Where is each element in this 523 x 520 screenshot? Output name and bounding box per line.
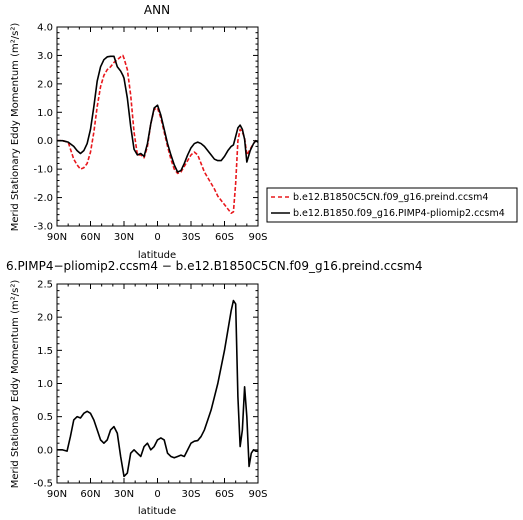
bottom-panel-x-axis-title: latitude <box>138 506 176 517</box>
bottom-y-tick-label: -0.5 <box>33 479 53 490</box>
top-series-line-pliomip2 <box>57 55 259 173</box>
top-x-tick-label: 60S <box>215 232 234 243</box>
top-x-tick-label: 60N <box>80 232 100 243</box>
bottom-x-tick-label: 60N <box>80 489 100 500</box>
bottom-x-tick-label: 90S <box>248 489 267 500</box>
top-series-line-preind <box>57 54 259 215</box>
top-y-tick-label: -1.0 <box>33 165 53 176</box>
legend-label-preind: b.e12.B1850C5CN.f09_g16.preind.ccsm4 <box>293 192 488 203</box>
legend-box <box>266 187 518 223</box>
top-y-tick-label: 2.0 <box>37 79 53 90</box>
bottom-panel-plot-frame <box>56 283 259 484</box>
bottom-y-tick-label: 0.0 <box>37 445 53 456</box>
top-y-tick-label: 4.0 <box>37 23 53 34</box>
top-panel-marks: 90N 60N 30N 0 30S 60S 90S -3.0 -2.0 -1.0 0.0 1.0 2.0… <box>33 23 267 244</box>
bottom-panel-y-axis-title: Merid Stationary Eddy Momentum (m²/s²) <box>10 280 21 489</box>
top-x-tick-label: 30N <box>114 232 134 243</box>
top-panel-title: ANN <box>144 3 170 17</box>
legend: b.e12.B1850C5CN.f09_g16.preind.ccsm4 b.e… <box>266 187 518 223</box>
top-y-tick-label: 0.0 <box>37 136 53 147</box>
bottom-x-tick-label: 60S <box>215 489 234 500</box>
bottom-series-line-difference <box>57 299 258 478</box>
top-y-tick-label: 3.0 <box>37 51 53 62</box>
top-y-tick-label: 1.0 <box>37 108 53 119</box>
bottom-panel-marks: 90N 60N 30N 0 30S 60S 90S -0.5 0.0 0.5 1.0 1.5 2.0 2.… <box>33 280 267 501</box>
bottom-x-tick-label: 30S <box>181 489 200 500</box>
top-x-tick-label: 90S <box>248 232 267 243</box>
bottom-panel-title: 6.PIMP4−pliomip2.ccsm4 − b.e12.B1850C5CN… <box>6 259 423 273</box>
top-panel: ANN 90N 60N 30N 0 30S 60S 90S -3.0 -2.0 -1.0 0.0 1.… <box>10 3 268 261</box>
bottom-y-tick-label: 1.5 <box>37 346 53 357</box>
bottom-y-tick-label: 0.5 <box>37 412 53 423</box>
top-panel-y-axis-title: Merid Stationary Eddy Momentum (m²/s²) <box>10 23 21 232</box>
top-y-tick-label: -3.0 <box>33 222 53 233</box>
bottom-y-tick-label: 2.0 <box>37 313 53 324</box>
top-x-tick-label: 30S <box>181 232 200 243</box>
top-x-tick-label: 0 <box>154 232 160 243</box>
legend-label-pliomip2: b.e12.B1850.f09_g16.PIMP4-pliomip2.ccsm4 <box>293 208 505 219</box>
top-panel-plot-frame <box>56 26 259 227</box>
bottom-y-tick-label: 1.0 <box>37 379 53 390</box>
bottom-x-tick-label: 0 <box>154 489 160 500</box>
top-x-tick-label: 90N <box>47 232 67 243</box>
bottom-x-tick-label: 30N <box>114 489 134 500</box>
top-panel-x-axis-title: latitude <box>138 250 176 261</box>
bottom-panel: 6.PIMP4−pliomip2.ccsm4 − b.e12.B1850C5CN… <box>6 259 423 517</box>
bottom-x-tick-label: 90N <box>47 489 67 500</box>
bottom-y-tick-label: 2.5 <box>37 280 53 291</box>
top-y-tick-label: -2.0 <box>33 193 53 204</box>
